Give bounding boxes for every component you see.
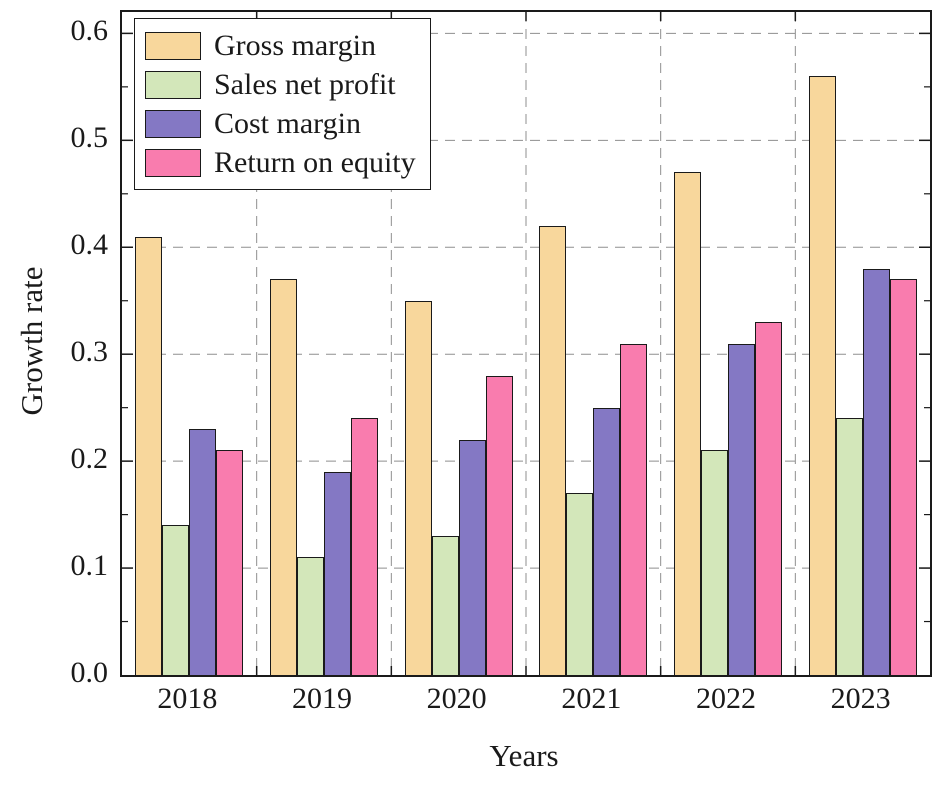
x-tick-label-2022: 2022 [696,682,756,715]
legend-item-return-on-equity: Return on equity [145,143,416,182]
x-tick-label-2021: 2021 [561,682,622,715]
bar-2023-return-on-equity [889,279,917,675]
x-tick-label-2018: 2018 [157,682,218,715]
x-axis-title: Years [489,738,559,773]
legend-swatch [145,70,201,99]
y-tick-label: 0.5 [70,121,109,155]
legend: Gross margin Sales net profit Cost margin R… [134,18,431,190]
legend-swatch [145,148,201,177]
bar-2020-cost-margin [458,439,486,675]
y-tick-label: 0.6 [70,14,109,48]
bar-2018-sales-net-profit [162,525,190,675]
bar-2022-gross-margin [674,172,701,675]
bar-2023-cost-margin [862,268,890,675]
bar-2019-sales-net-profit [297,557,324,675]
bar-2022-cost-margin [728,343,755,675]
y-tick-label: 0.3 [70,335,109,369]
legend-item-gross-margin: Gross margin [145,26,416,65]
bar-2018-cost-margin [189,429,217,675]
y-tick-label: 0.2 [70,442,109,476]
y-tick-label: 0.1 [70,549,109,583]
legend-label: Cost margin [214,106,361,140]
plot-area [120,10,932,677]
bar-2021-sales-net-profit [566,493,594,675]
legend-label: Gross margin [214,28,376,62]
bar-2018-return-on-equity [216,450,244,675]
bar-2022-return-on-equity [755,322,782,675]
bar-2019-cost-margin [324,471,351,675]
legend-label: Return on equity [214,145,416,179]
bar-2021-cost-margin [593,407,621,675]
legend-swatch [145,109,201,138]
legend-item-sales-net-profit: Sales net profit [145,65,416,104]
bar-2022-sales-net-profit [701,450,728,675]
legend-swatch [145,31,201,60]
legend-item-cost-margin: Cost margin [145,104,416,143]
bar-2018-gross-margin [135,236,163,675]
bar-2020-return-on-equity [485,375,513,675]
x-tick-label-2020: 2020 [426,682,487,715]
bar-2023-sales-net-profit [835,418,863,675]
y-tick-label: 0.0 [70,656,109,689]
x-tick-label-2019: 2019 [292,682,352,715]
bar-2020-gross-margin [404,300,432,675]
bar-2021-gross-margin [539,225,567,675]
y-tick-label: 0.4 [70,228,109,262]
x-tick-label-2023: 2023 [830,682,891,715]
legend-label: Sales net profit [214,67,396,101]
bar-2021-return-on-equity [620,343,648,675]
bar-2019-return-on-equity [351,418,378,675]
bar-2023-gross-margin [808,76,836,675]
bar-2019-gross-margin [270,279,297,675]
bar-2020-sales-net-profit [431,535,459,675]
